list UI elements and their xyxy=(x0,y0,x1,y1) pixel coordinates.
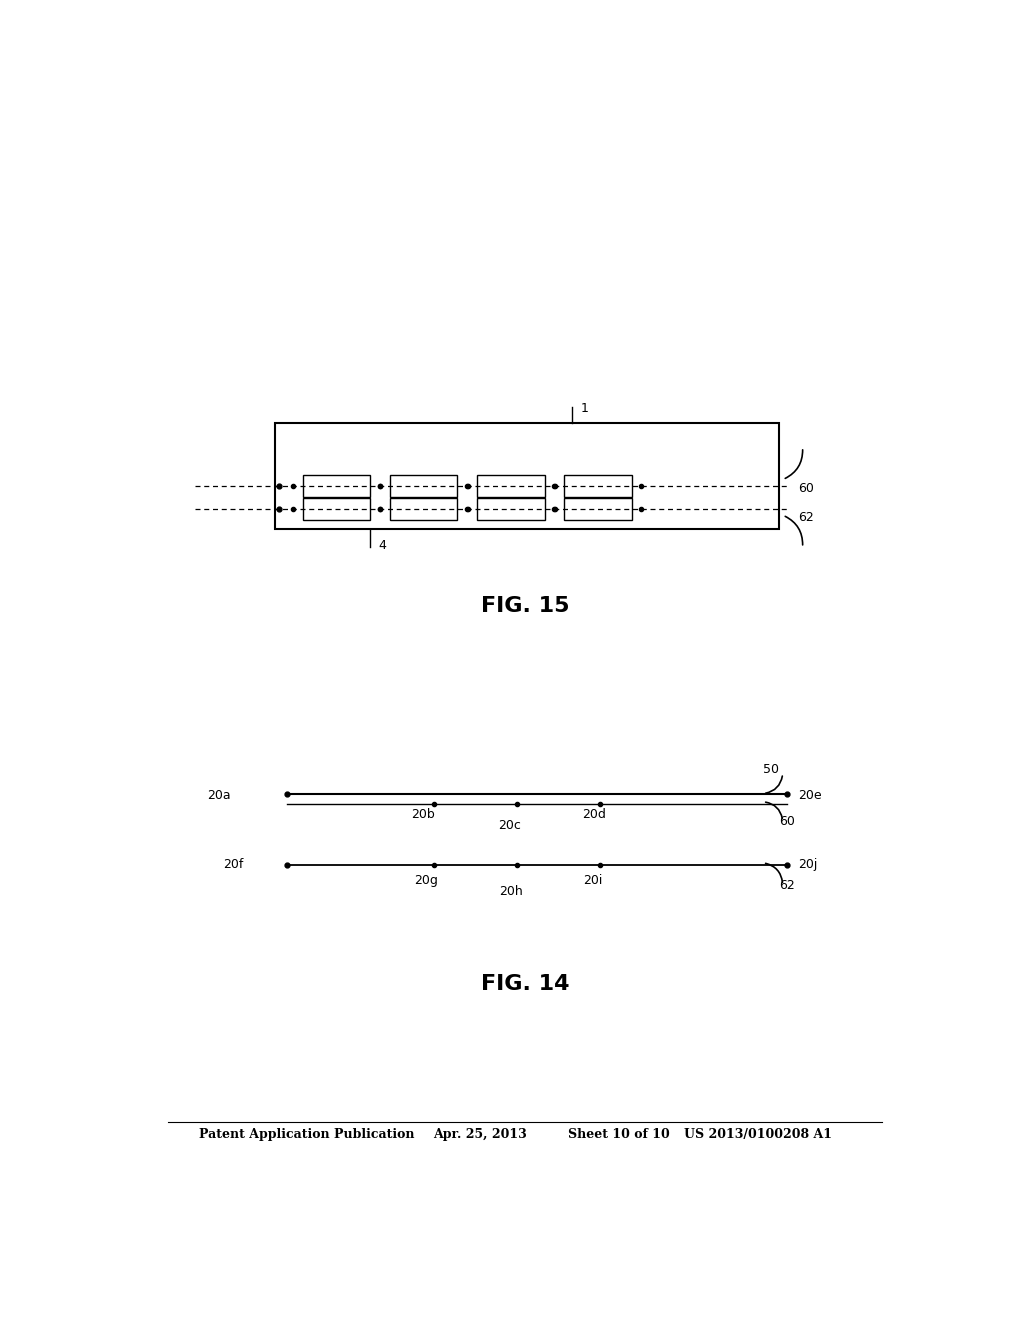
Text: 20i: 20i xyxy=(583,874,602,887)
Text: Apr. 25, 2013: Apr. 25, 2013 xyxy=(433,1127,527,1140)
Text: 20h: 20h xyxy=(500,886,523,899)
Bar xyxy=(564,474,632,496)
Text: 50: 50 xyxy=(763,763,779,776)
Text: 20d: 20d xyxy=(582,808,606,821)
Bar xyxy=(390,474,458,496)
Text: 20c: 20c xyxy=(498,820,520,833)
Text: US 2013/0100208 A1: US 2013/0100208 A1 xyxy=(684,1127,831,1140)
Bar xyxy=(390,498,458,520)
Text: 1: 1 xyxy=(581,403,588,416)
Bar xyxy=(477,474,545,496)
Text: FIG. 15: FIG. 15 xyxy=(480,595,569,615)
Text: 20j: 20j xyxy=(799,858,818,871)
Text: 20f: 20f xyxy=(222,858,243,871)
Text: 20a: 20a xyxy=(208,789,231,803)
Text: 20b: 20b xyxy=(412,808,435,821)
Bar xyxy=(564,498,632,520)
Bar xyxy=(274,422,779,529)
Text: Sheet 10 of 10: Sheet 10 of 10 xyxy=(568,1127,670,1140)
Text: 62: 62 xyxy=(778,879,795,892)
Text: 62: 62 xyxy=(799,511,814,524)
Text: 20e: 20e xyxy=(799,789,822,803)
Text: 60: 60 xyxy=(778,816,795,828)
Text: 60: 60 xyxy=(799,482,814,495)
Text: Patent Application Publication: Patent Application Publication xyxy=(200,1127,415,1140)
Bar xyxy=(303,474,370,496)
Text: 20g: 20g xyxy=(414,874,437,887)
Text: FIG. 14: FIG. 14 xyxy=(480,974,569,994)
Text: 4: 4 xyxy=(378,539,386,552)
Bar xyxy=(303,498,370,520)
Bar xyxy=(477,498,545,520)
